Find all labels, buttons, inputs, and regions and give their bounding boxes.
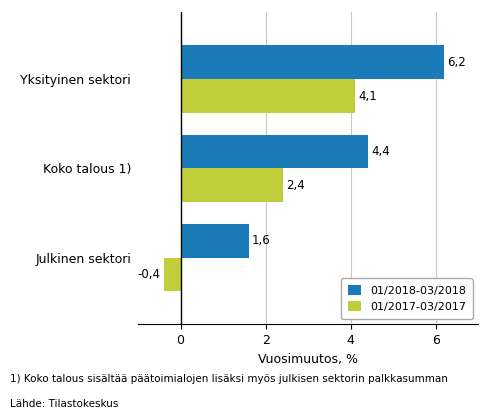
Bar [180,45,444,79]
Bar [180,168,282,202]
Text: 4,4: 4,4 [371,145,390,158]
Legend: 01/2018-03/2018, 01/2017-03/2017: 01/2018-03/2018, 01/2017-03/2017 [341,278,473,319]
Bar [180,135,368,168]
Text: 1,6: 1,6 [252,234,271,247]
Text: 6,2: 6,2 [448,56,466,69]
Text: Lähde: Tilastokeskus: Lähde: Tilastokeskus [10,399,118,409]
Text: 1) Koko talous sisältää päätoimialojen lisäksi myös julkisen sektorin palkkasumm: 1) Koko talous sisältää päätoimialojen l… [10,374,448,384]
X-axis label: Vuosimuutos, %: Vuosimuutos, % [258,353,358,366]
Text: 4,1: 4,1 [358,90,377,103]
Bar [164,258,180,292]
Text: -0,4: -0,4 [137,268,160,281]
Bar [180,79,355,113]
Bar [180,224,248,258]
Text: 2,4: 2,4 [286,179,305,192]
